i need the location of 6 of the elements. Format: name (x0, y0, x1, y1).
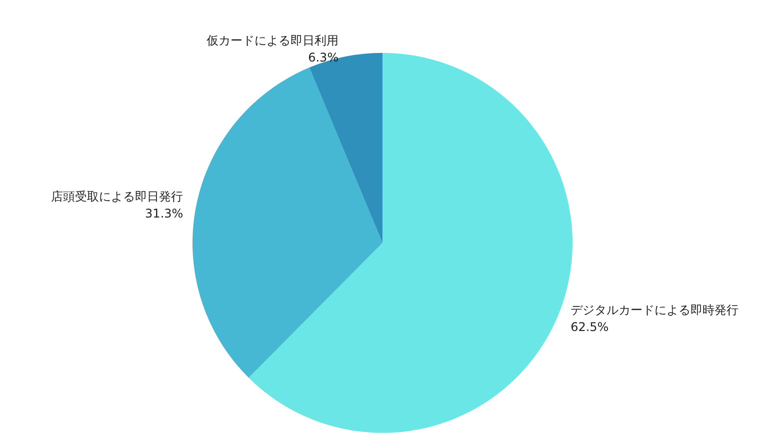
slice-label: 仮カードによる即日利用 (206, 33, 339, 48)
slice-label: デジタルカードによる即時発行 (570, 302, 739, 317)
slice-label: 店頭受取による即日発行 (51, 189, 184, 204)
data-label: 31.3% (145, 206, 184, 220)
data-label: 6.3% (308, 50, 339, 64)
data-label: 62.5% (570, 320, 609, 334)
